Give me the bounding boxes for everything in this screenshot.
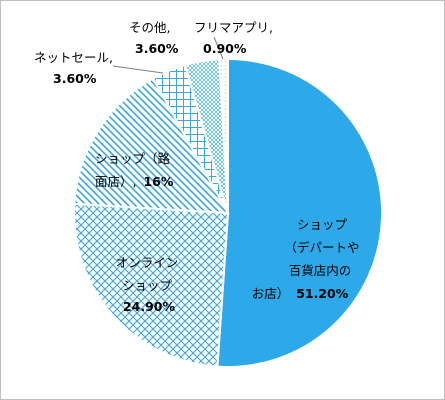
pie-slice-street-shop [73,77,230,215]
pie-slice-online-shop [72,202,230,368]
slice-label-online-shop: オンライン ショップ 24.90% [116,255,183,314]
slice-label-street-shop: ショップ（路 面店）, 16% [95,151,174,189]
slice-label-flea-app: フリマアプリ, 0.90% [194,20,277,56]
slice-label-dept-store: ショップ （デパートや 百貨店内の お店） 51.20% [252,217,364,301]
slice-label-other: その他, 3.60% [129,20,179,56]
slices-layer [72,57,383,368]
pie-slice-dept-store [216,57,383,368]
leader-lines [112,36,224,74]
pie-slice-flea-app [218,57,229,214]
leader-line-flea-app [213,36,224,60]
slice-label-net-sale: ネットセール, 3.60% [34,50,117,86]
leader-line-net-sale [112,65,164,74]
